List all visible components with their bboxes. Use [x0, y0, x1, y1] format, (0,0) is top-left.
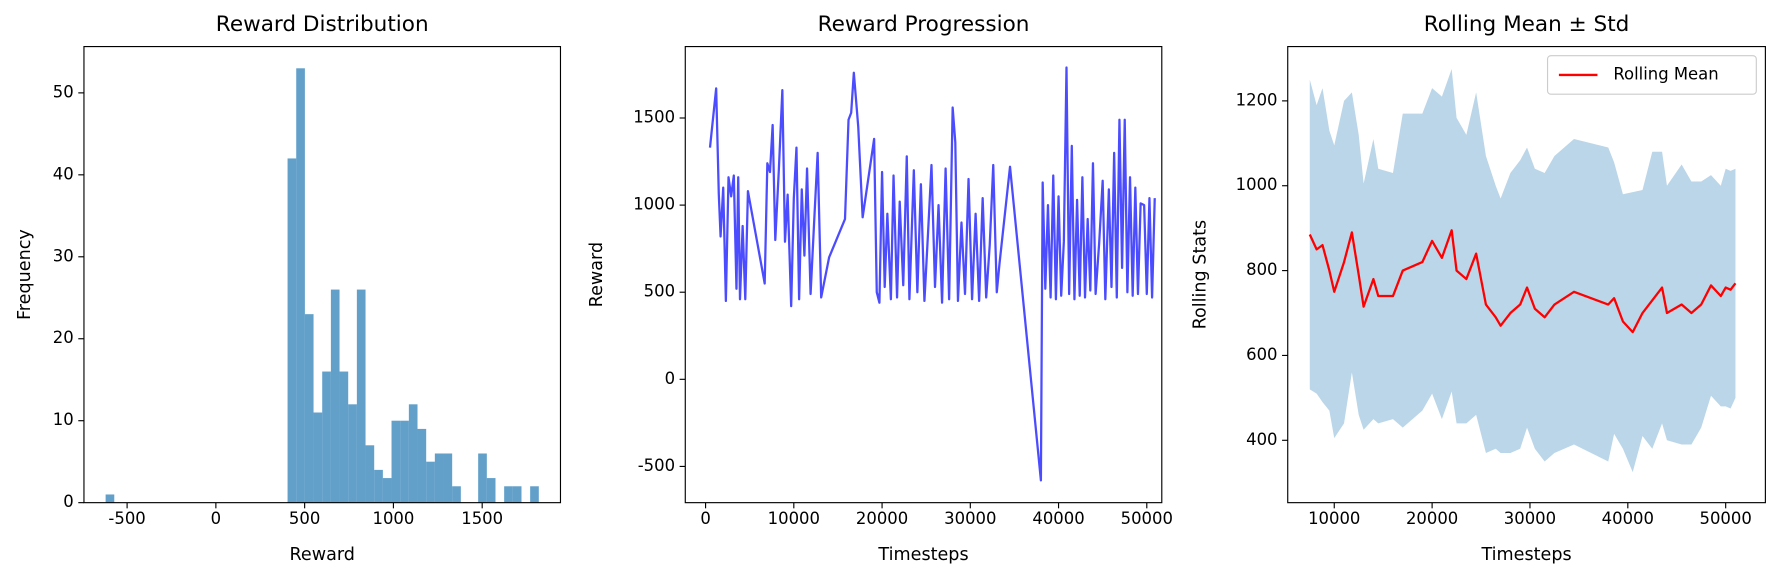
histogram-bar [382, 478, 392, 503]
x-tick-label: 20000 [856, 509, 908, 528]
x-axis-label: Timesteps [1480, 545, 1571, 565]
histogram-bar [304, 314, 314, 503]
histogram-bar [504, 486, 513, 503]
x-axis-label: Reward [289, 545, 354, 565]
histogram-bar [452, 486, 461, 503]
legend-label: Rolling Mean [1613, 64, 1718, 83]
x-tick-label: -500 [108, 509, 145, 528]
histogram-bar [313, 412, 323, 503]
histogram-bar [443, 453, 453, 503]
y-tick-label: 10 [53, 410, 74, 429]
y-tick-label: 400 [1246, 430, 1277, 449]
histogram-bar [426, 461, 435, 503]
x-tick-label: 30000 [944, 509, 996, 528]
y-tick-label: 40 [53, 164, 74, 183]
histogram-bar [391, 420, 401, 503]
histogram-bar [365, 445, 375, 503]
histogram-bar [374, 469, 383, 503]
y-tick-label: 1500 [633, 107, 675, 126]
y-tick-label: -500 [638, 456, 675, 475]
x-tick-label: 500 [289, 509, 320, 528]
y-tick-label: 500 [644, 282, 675, 301]
y-axis-label: Reward [587, 242, 607, 307]
y-tick-label: 50 [53, 82, 74, 101]
histogram-bar [530, 486, 539, 503]
histogram-bar [512, 486, 522, 503]
histogram-bar [322, 371, 331, 503]
y-tick-label: 20 [53, 328, 74, 347]
x-tick-label: 50000 [1121, 509, 1173, 528]
x-tick-label: 30000 [1504, 509, 1556, 528]
y-tick-label: 30 [53, 246, 74, 265]
std-band [1309, 69, 1736, 473]
x-tick-label: 10000 [768, 509, 820, 528]
histogram-bar [486, 478, 496, 503]
line [708, 66, 1156, 482]
histogram-bar [417, 428, 427, 503]
histogram-bar [478, 453, 487, 503]
y-tick-label: 1200 [1236, 90, 1278, 109]
y-tick-label: 800 [1246, 260, 1277, 279]
x-tick-label: 1500 [461, 509, 503, 528]
y-axis-label: Rolling Stats [1190, 220, 1210, 330]
chart-title: Rolling Mean ± Std [1424, 12, 1630, 37]
histogram-bar [348, 404, 357, 503]
histogram-bar [296, 68, 305, 503]
histogram-bar [400, 420, 409, 503]
x-tick-label: 40000 [1602, 509, 1654, 528]
y-tick-label: 0 [63, 492, 73, 511]
y-tick-label: 0 [665, 369, 675, 388]
histogram-bar [434, 453, 444, 503]
x-tick-label: 0 [700, 509, 710, 528]
x-tick-label: 40000 [1032, 509, 1084, 528]
y-tick-label: 600 [1246, 345, 1277, 364]
x-tick-label: 0 [211, 509, 221, 528]
y-tick-label: 1000 [633, 195, 675, 214]
histogram-bar [408, 404, 418, 503]
x-tick-label: 50000 [1700, 509, 1752, 528]
histogram-bar [339, 371, 349, 503]
histogram-bar [330, 289, 340, 503]
histogram-bar [356, 289, 366, 503]
y-tick-label: 1000 [1236, 175, 1278, 194]
x-axis-label: Timesteps [877, 545, 968, 565]
chart-title: Reward Distribution [216, 12, 429, 37]
y-axis-label: Frequency [15, 229, 35, 320]
chart-title: Reward Progression [818, 12, 1030, 37]
x-tick-label: 1000 [372, 509, 414, 528]
x-tick-label: 10000 [1308, 509, 1360, 528]
line [1308, 229, 1737, 334]
plot-frame [1287, 46, 1766, 504]
plot-frame [684, 46, 1163, 504]
legend-box [1546, 55, 1757, 95]
plot-frame [83, 46, 562, 504]
x-tick-label: 20000 [1406, 509, 1458, 528]
histogram-bar [287, 158, 297, 503]
histogram-bar [105, 494, 115, 503]
